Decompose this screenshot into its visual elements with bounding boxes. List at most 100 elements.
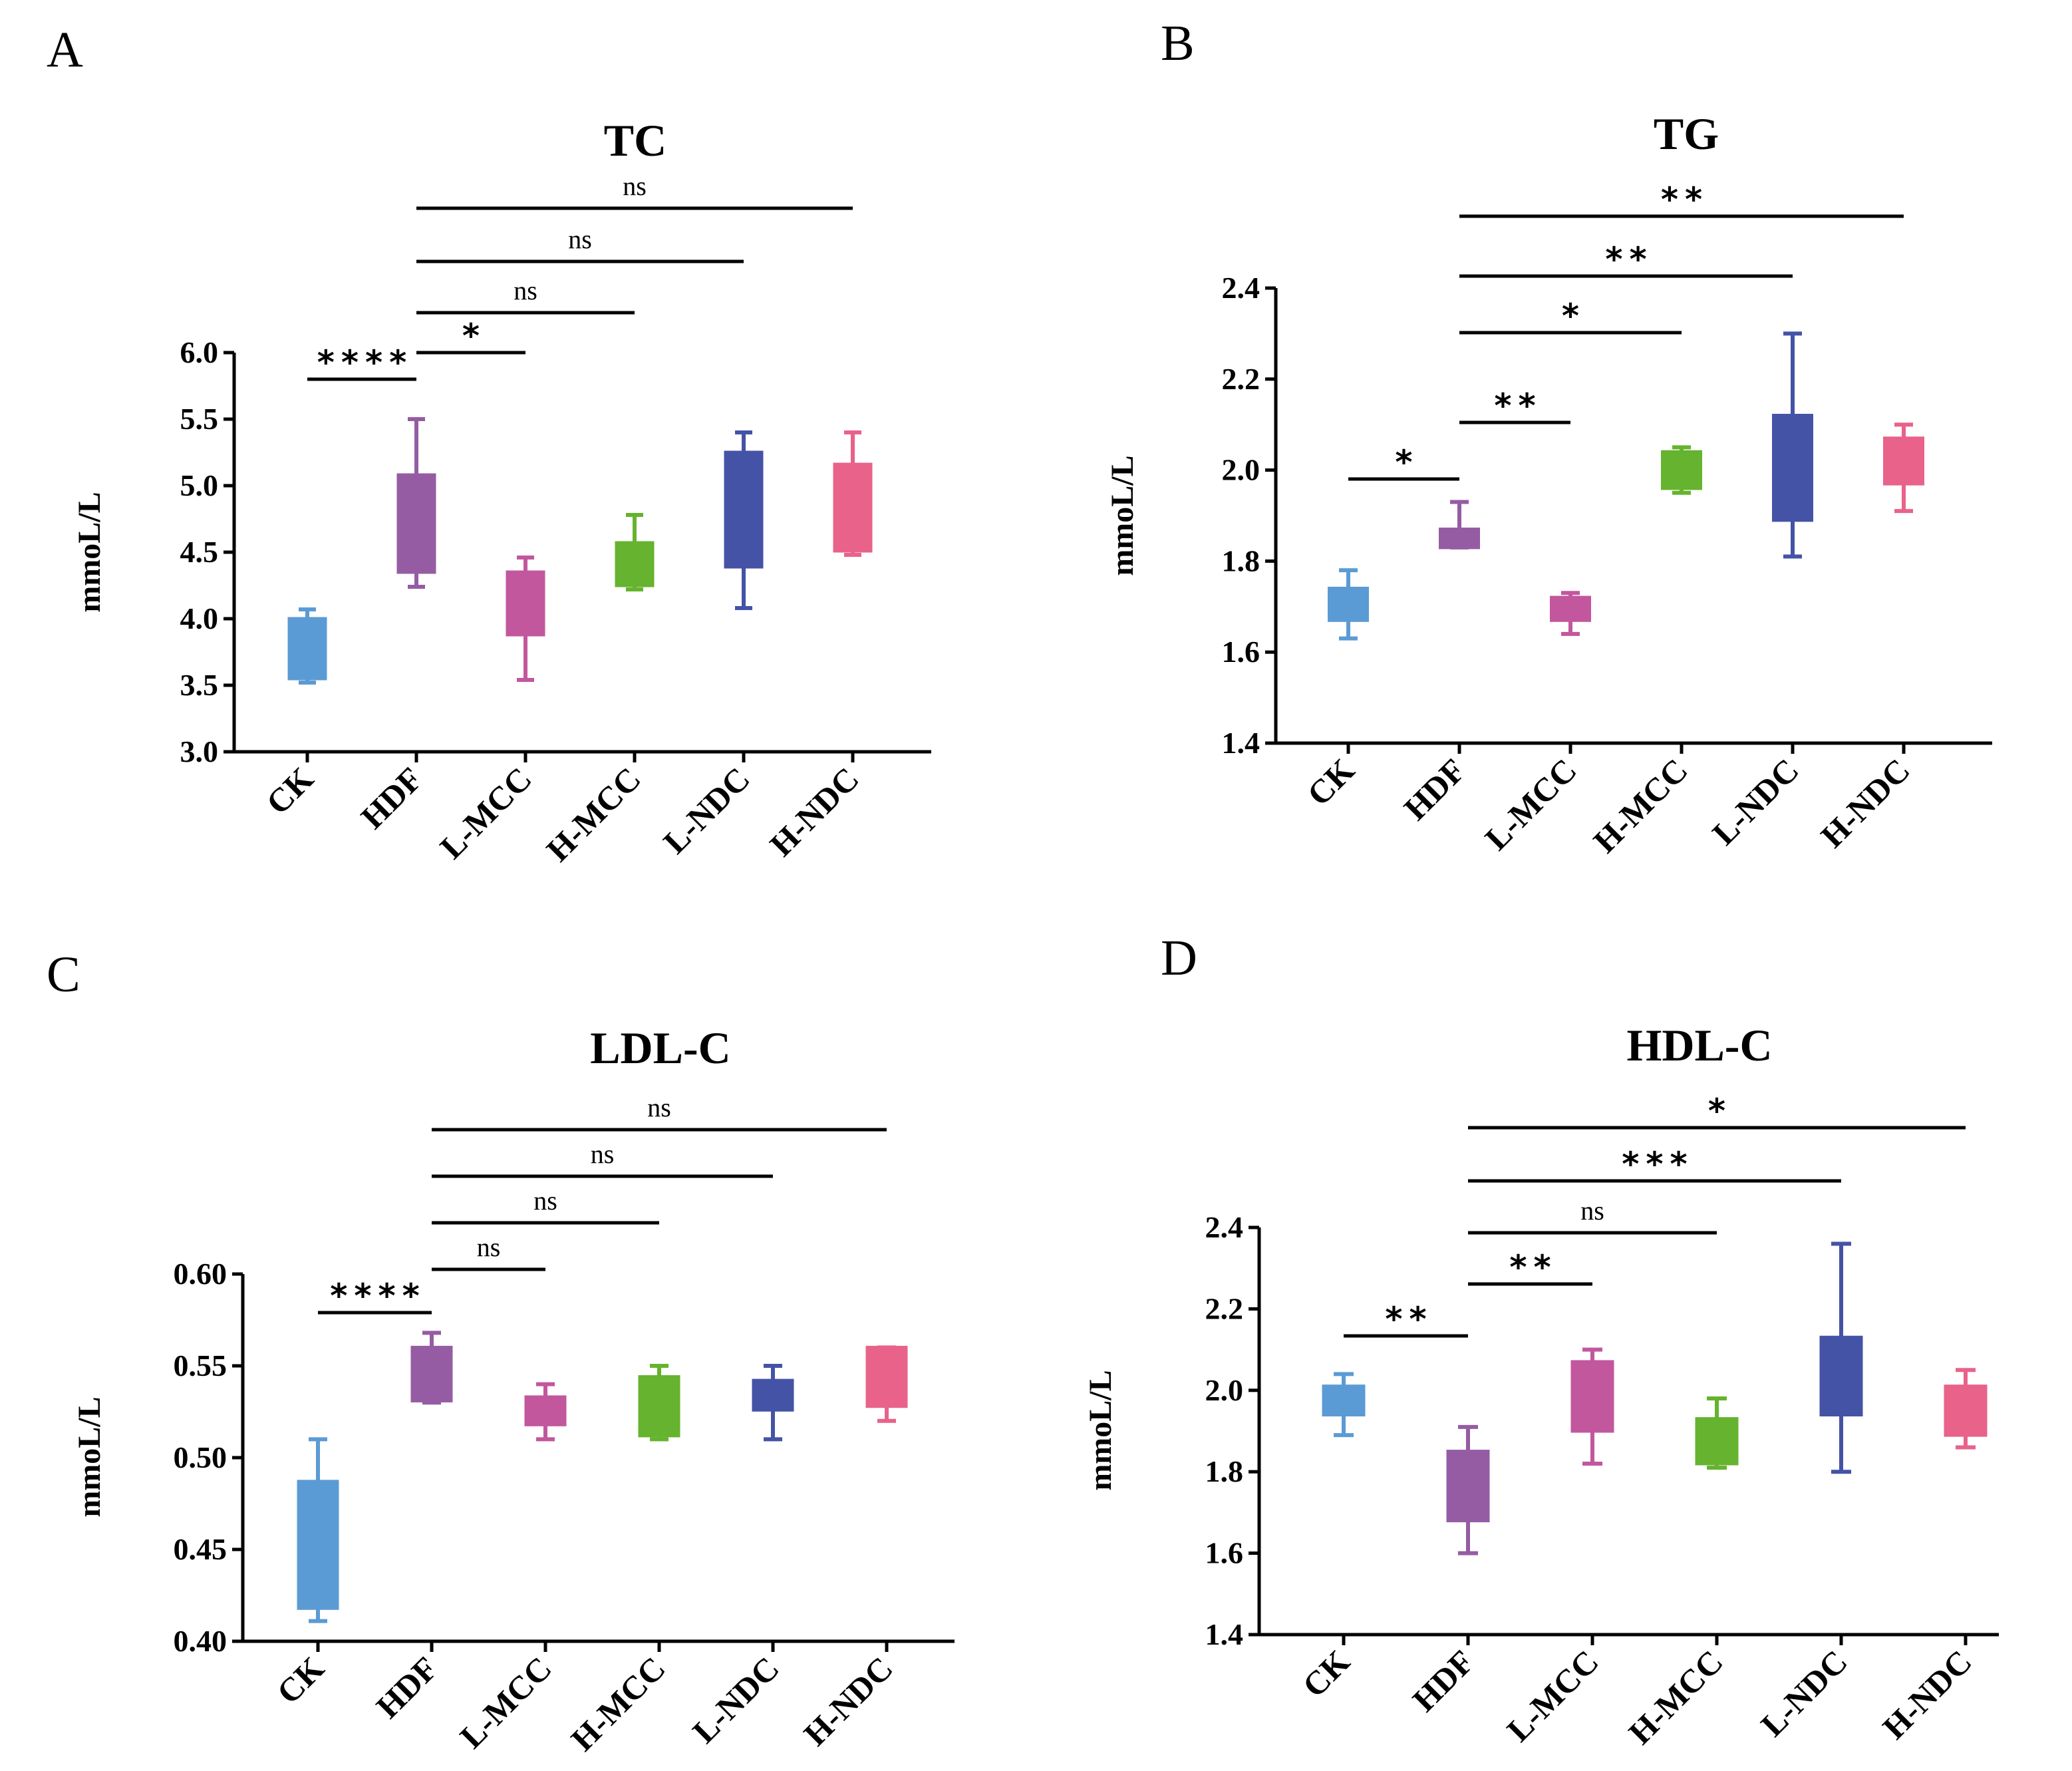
y-tick-label: 2.2 <box>1222 362 1260 396</box>
box-h-ndc <box>1944 1384 1988 1437</box>
x-tick-label: L-NDC <box>656 760 757 861</box>
y-tick-label: 1.6 <box>1222 635 1260 669</box>
y-axis-label: mmoL/L <box>72 1396 107 1517</box>
significance-label: ** <box>1605 240 1653 279</box>
x-tick-label: L-MCC <box>452 1649 558 1755</box>
y-tick-label: 4.5 <box>180 535 219 569</box>
y-tick-label: 3.5 <box>180 668 219 702</box>
y-tick-label: 2.2 <box>1205 1291 1244 1325</box>
significance-label: ns <box>514 275 537 305</box>
y-tick-label: 2.4 <box>1205 1210 1244 1244</box>
x-tick-label: L-MCC <box>1477 751 1583 857</box>
significance-label: ** <box>1494 387 1542 425</box>
panel-letter: B <box>1161 15 1195 71</box>
box-h-mcc <box>1661 450 1702 490</box>
box-l-ndc <box>752 1378 794 1412</box>
box-h-ndc <box>1883 436 1924 486</box>
x-tick-label: HDF <box>369 1649 445 1725</box>
box-hdf <box>1439 528 1480 550</box>
box-ck <box>1322 1384 1366 1417</box>
y-tick-label: 6.0 <box>180 335 219 369</box>
significance-label: * <box>1395 443 1419 482</box>
y-tick-label: 2.4 <box>1222 271 1260 305</box>
box-h-mcc <box>1695 1417 1739 1466</box>
chart-title: TG <box>1654 108 1719 159</box>
significance-label: ** <box>1509 1248 1557 1287</box>
x-tick-label: H-MCC <box>1621 1643 1729 1751</box>
box-l-mcc <box>506 570 545 637</box>
significance-label: * <box>1708 1092 1732 1130</box>
box-h-ndc <box>865 1345 908 1408</box>
plot-marks: 0.40 0.45 0.50 0.55 0.60 CK HDF L-MCC H-MCC L-NDC… <box>174 1092 908 1758</box>
box-ck <box>1328 586 1369 622</box>
x-tick-label: HDF <box>1397 751 1473 827</box>
x-tick-label: CK <box>259 760 321 822</box>
box-h-ndc <box>833 462 873 553</box>
plot-marks: 1.4 1.6 1.8 2.0 2.2 2.4 CK HDF L-MCC H-MCC L-NDC H-… <box>1222 180 1924 860</box>
plot-marks: 1.4 1.6 1.8 2.0 2.2 2.4 CK HDF L-MCC H-MCC L-NDC H-… <box>1205 1092 1988 1751</box>
y-tick-label: 2.0 <box>1222 453 1260 487</box>
y-tick-label: 5.0 <box>180 468 219 502</box>
box-ck <box>287 617 327 681</box>
y-tick-label: 0.55 <box>174 1349 227 1382</box>
x-tick-label: H-NDC <box>1813 751 1916 854</box>
y-axis-label: mmoL/L <box>72 492 107 612</box>
significance-label: ns <box>568 224 592 254</box>
y-tick-label: 0.60 <box>174 1257 227 1291</box>
significance-label: *** <box>1622 1145 1694 1184</box>
y-tick-label: 0.50 <box>174 1440 227 1474</box>
significance-label: * <box>462 317 486 355</box>
box-hdf <box>1446 1450 1490 1523</box>
x-tick-label: H-MCC <box>563 1649 672 1758</box>
box-l-ndc <box>1819 1335 1863 1417</box>
x-tick-label: H-NDC <box>796 1649 899 1752</box>
box-l-mcc <box>1550 595 1591 622</box>
panel-d: D HDL-C mmoL/L 1.41.61.82.02.22.4CK HDF L-… <box>1083 930 1999 1751</box>
y-tick-label: 2.0 <box>1205 1373 1244 1407</box>
box-l-ndc <box>1772 414 1813 522</box>
significance-label: ns <box>647 1092 671 1122</box>
x-tick-label: H-NDC <box>1875 1643 1978 1746</box>
significance-label: ns <box>477 1232 501 1262</box>
panel-letter: D <box>1161 930 1197 986</box>
x-tick-label: H-MCC <box>539 760 647 868</box>
y-tick-label: 4.0 <box>180 601 219 635</box>
y-tick-label: 0.45 <box>174 1532 227 1566</box>
x-tick-label: CK <box>1295 1643 1357 1704</box>
significance-label: ** <box>1385 1300 1433 1339</box>
box-ck <box>297 1480 339 1610</box>
y-tick-label: 1.8 <box>1222 544 1260 577</box>
significance-label: **** <box>317 343 414 382</box>
x-tick-label: HDF <box>1406 1643 1481 1718</box>
x-tick-label: CK <box>269 1649 331 1711</box>
x-tick-label: L-MCC <box>1499 1643 1605 1748</box>
panel-letter: C <box>47 947 80 1003</box>
significance-label: ** <box>1661 180 1709 219</box>
box-l-mcc <box>1570 1360 1614 1433</box>
panel-b: B TG mmoL/L 1.4 1.6 1.8 2.0 2.2 2.4 CK HDF L-MCC… <box>1105 15 1992 860</box>
y-tick-label: 1.4 <box>1222 726 1260 760</box>
x-tick-label: H-MCC <box>1586 751 1694 860</box>
y-tick-label: 1.6 <box>1205 1536 1244 1570</box>
plot-marks: 3.0 3.5 4.0 4.5 5.0 5.5 6.0 CK HDF L-MCC H-MCC L-ND… <box>180 171 873 868</box>
box-h-mcc <box>615 541 655 587</box>
box-l-ndc <box>724 450 764 569</box>
x-tick-label: L-NDC <box>1705 751 1806 852</box>
x-tick-label: L-NDC <box>685 1649 786 1750</box>
significance-label: ns <box>533 1186 557 1215</box>
chart-title: TC <box>604 115 666 166</box>
chart-title: HDL-C <box>1626 1020 1772 1070</box>
panel-letter: A <box>47 22 83 78</box>
y-tick-label: 1.4 <box>1205 1617 1244 1651</box>
x-tick-label: CK <box>1300 751 1362 813</box>
significance-label: ns <box>623 171 647 201</box>
significance-label: ns <box>1580 1196 1604 1225</box>
panel-c: C LDL-C mmoL/L 0.40 0.45 0.50 0.55 0.60 CK HDF… <box>47 947 955 1758</box>
y-tick-label: 3.0 <box>180 734 219 768</box>
y-axis-label: mmoL/L <box>1105 455 1140 575</box>
panel-a: A TC mmoL/L 3.03.54.04.55.05.56.0CK HDF L-… <box>47 22 931 868</box>
significance-label: * <box>1562 297 1586 335</box>
box-l-mcc <box>524 1395 567 1426</box>
x-tick-label: H-NDC <box>762 760 865 863</box>
